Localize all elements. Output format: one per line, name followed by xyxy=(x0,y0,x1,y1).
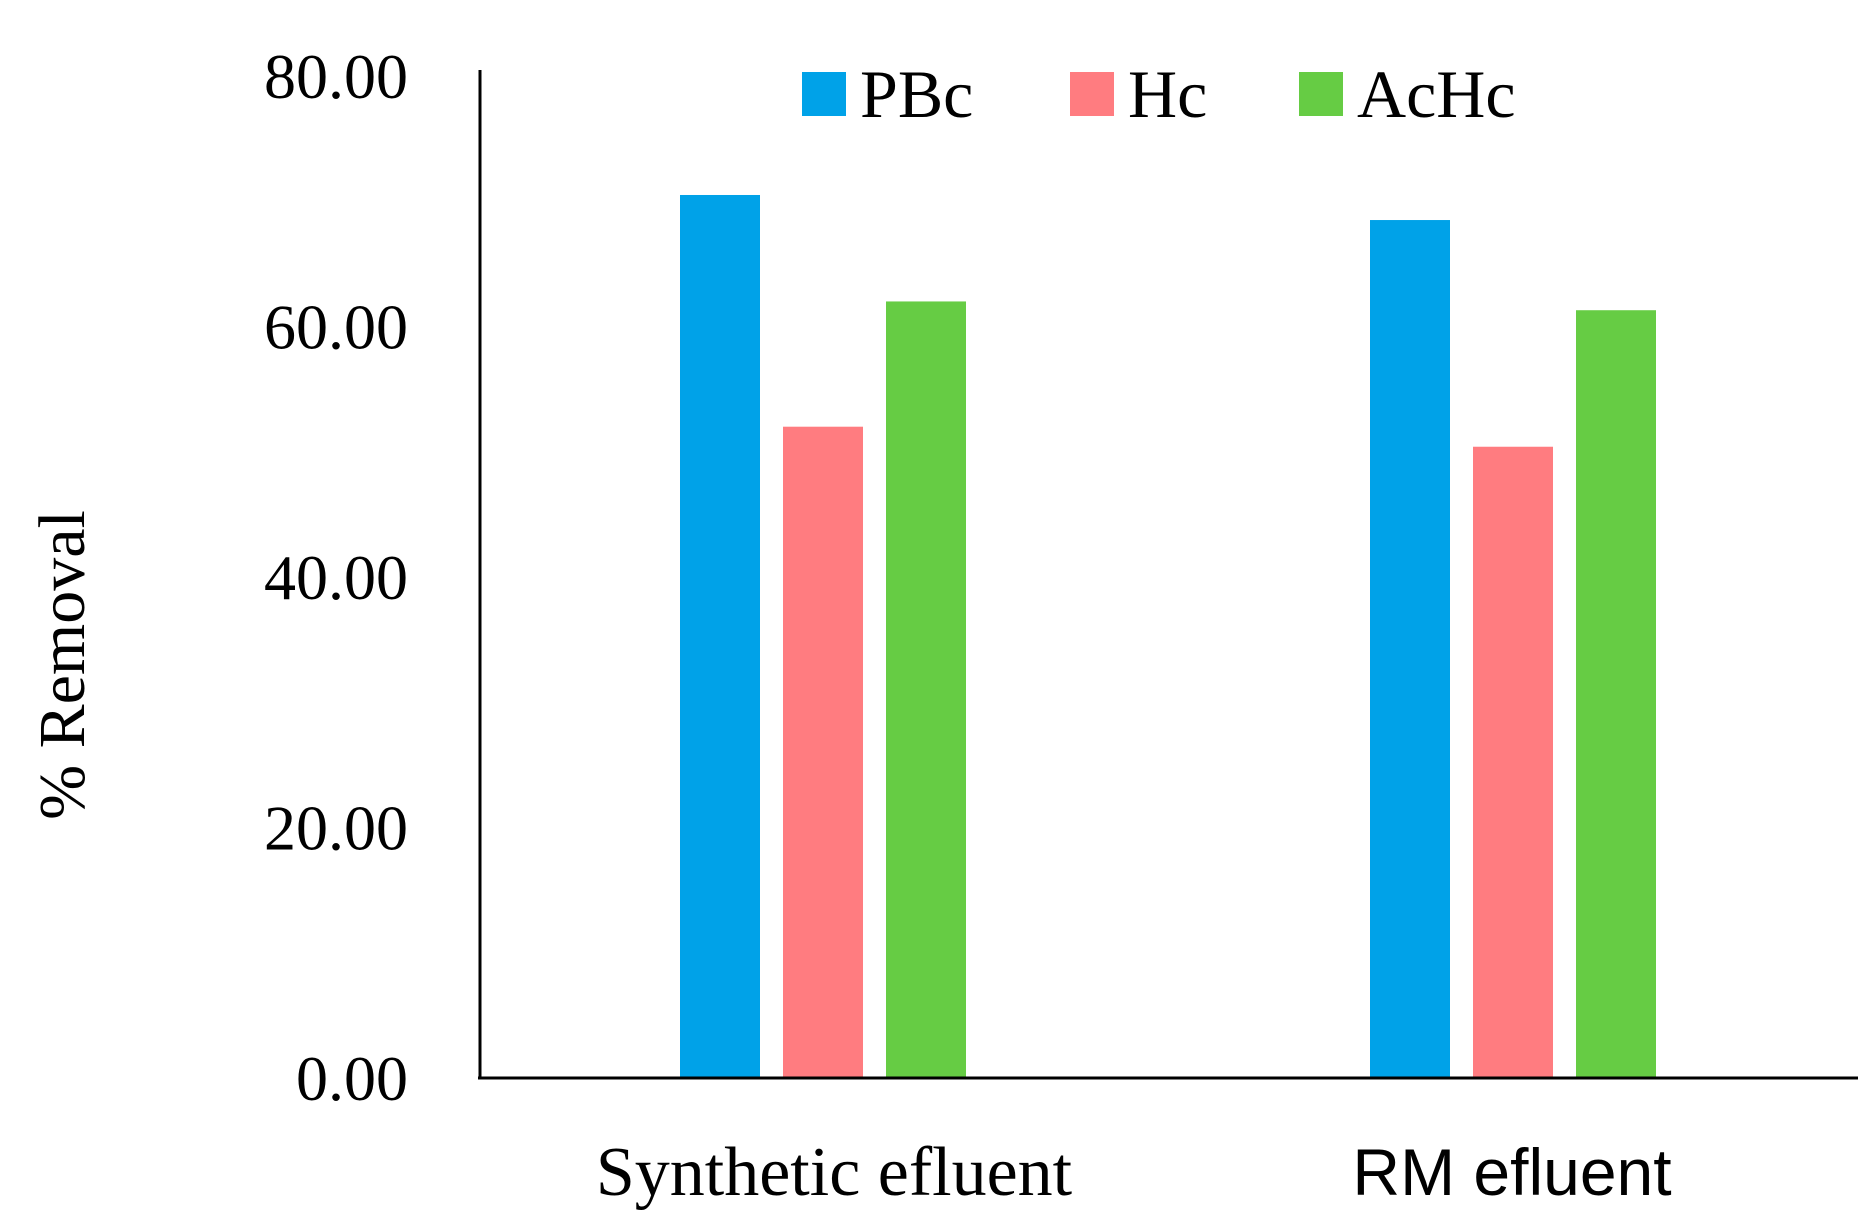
x-category-label: Synthetic efluent xyxy=(596,1134,1073,1211)
y-axis-title: % Removal xyxy=(26,510,99,820)
legend-swatch-hc xyxy=(1070,72,1114,116)
legend-swatch-achc xyxy=(1299,72,1343,116)
bar-pbc-synthetic-efluent xyxy=(680,194,760,1079)
y-tick-label: 60.00 xyxy=(264,292,408,363)
bars-group xyxy=(680,194,1656,1079)
bar-achc-synthetic-efluent xyxy=(886,301,966,1078)
legend: PBc Hc AcHc xyxy=(802,56,1516,132)
x-category-label: RM efluent xyxy=(1352,1135,1671,1209)
bar-hc-synthetic-efluent xyxy=(783,426,863,1078)
y-tick-label: 20.00 xyxy=(264,793,408,864)
legend-swatch-pbc xyxy=(802,72,846,116)
bar-hc-rm-efluent xyxy=(1473,446,1553,1078)
legend-label-hc: Hc xyxy=(1128,56,1207,132)
y-tick-label: 40.00 xyxy=(264,542,408,613)
bar-achc-rm-efluent xyxy=(1576,310,1656,1078)
x-category-labels: Synthetic efluent RM efluent xyxy=(596,1134,1672,1211)
y-tick-labels: 0.00 20.00 40.00 60.00 80.00 xyxy=(264,41,408,1114)
y-tick-label: 80.00 xyxy=(264,41,408,112)
bar-pbc-rm-efluent xyxy=(1370,220,1450,1079)
legend-label-achc: AcHc xyxy=(1357,56,1516,132)
y-tick-label: 0.00 xyxy=(296,1043,408,1114)
legend-label-pbc: PBc xyxy=(860,56,973,132)
